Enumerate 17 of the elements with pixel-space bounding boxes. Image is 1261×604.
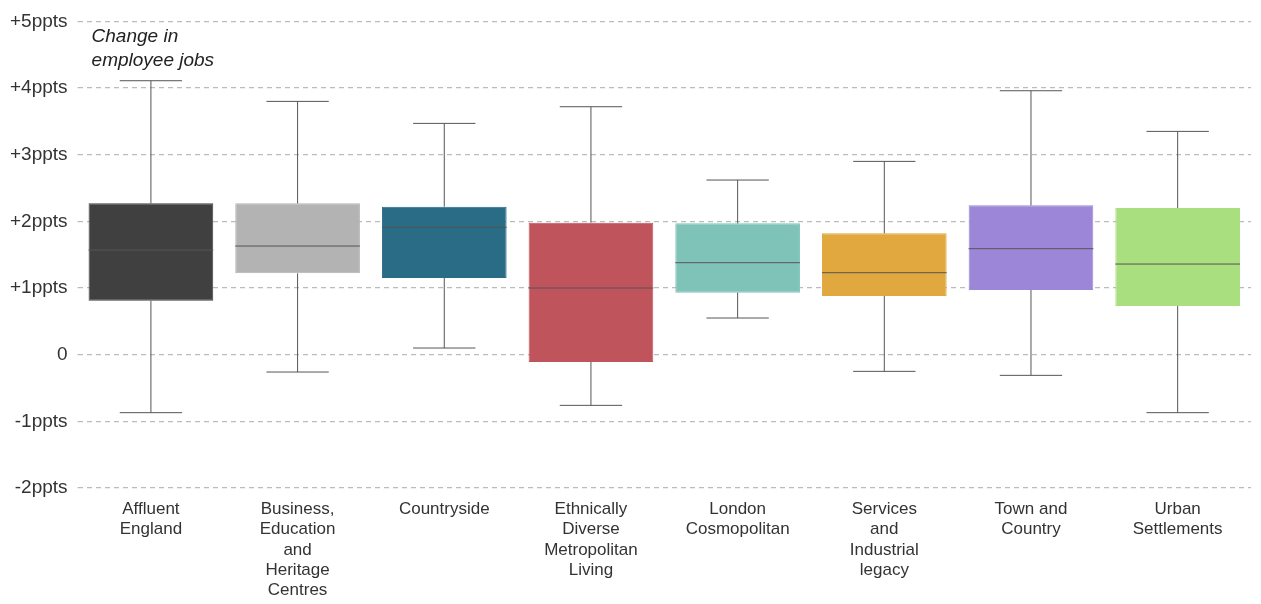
y-tick-label: +2ppts [10,209,68,231]
y-tick-label: +1ppts [10,276,68,298]
y-tick-label: +3ppts [10,142,68,164]
x-tick-label: Countryside [398,498,490,518]
x-tick-label: Business, Education and Heritage Centres [259,498,336,600]
x-tick-label: Services and Industrial legacy [849,498,919,580]
y-tick-label: -2ppts [14,476,68,498]
y-tick-label: -1ppts [14,409,68,431]
x-tick-label: London Cosmopolitan [685,498,790,539]
y-tick-label: +4ppts [10,76,68,98]
x-tick-label: Affluent England [119,498,183,539]
y-tick-label: 0 [57,342,68,364]
x-tick-label: Town and Country [994,498,1068,539]
x-tick-label: Ethnically Diverse Metropolitan Living [544,498,638,580]
x-tick-label: Urban Settlements [1132,498,1223,539]
y-axis-title: Change in employee jobs [91,25,215,71]
y-tick-label: +5ppts [10,9,68,31]
